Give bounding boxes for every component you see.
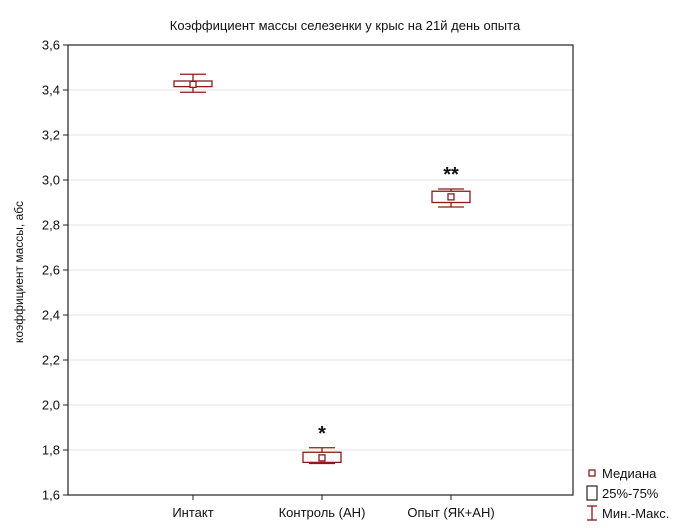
median-marker bbox=[318, 454, 326, 462]
y-tick-label: 1,6 bbox=[42, 488, 60, 503]
significance-marker: * bbox=[318, 423, 326, 445]
legend-median-symbol bbox=[588, 469, 596, 477]
legend-item: Медиана bbox=[588, 466, 657, 481]
x-category-label: Интакт bbox=[172, 505, 213, 520]
y-axis-ticks: 1,6 1,8 2,0 2,2 2,4 2,6 2,8 3,0 3,2 3,4 3,6 bbox=[42, 38, 68, 503]
x-axis-categories: Интакт Контроль (АН) Опыт (ЯК+АН) bbox=[172, 495, 495, 520]
median-marker bbox=[447, 193, 455, 201]
legend-item: 25%-75% bbox=[586, 485, 659, 501]
y-tick-label: 2,2 bbox=[42, 353, 60, 368]
x-category-label: Контроль (АН) bbox=[279, 505, 366, 520]
box-group: * bbox=[302, 423, 342, 465]
legend-item: Мин.-Макс. bbox=[587, 505, 669, 521]
legend-label: Мин.-Макс. bbox=[602, 506, 669, 521]
y-tick-label: 3,0 bbox=[42, 173, 60, 188]
y-tick-label: 3,6 bbox=[42, 38, 60, 53]
legend-box-symbol bbox=[586, 485, 598, 501]
y-tick-label: 2,6 bbox=[42, 263, 60, 278]
significance-marker: ** bbox=[443, 164, 459, 186]
x-category-label: Опыт (ЯК+АН) bbox=[407, 505, 494, 520]
box-group bbox=[173, 73, 213, 93]
plot-frame bbox=[67, 44, 574, 496]
legend: Медиана 25%-75% Мин.-Макс. bbox=[586, 466, 669, 521]
y-tick-label: 3,2 bbox=[42, 128, 60, 143]
chart-title: Коэффициент массы селезенки у крыс на 21… bbox=[170, 18, 521, 33]
box-group: ** bbox=[431, 164, 471, 208]
y-tick-label: 3,4 bbox=[42, 83, 60, 98]
median-marker bbox=[189, 80, 197, 89]
y-tick-label: 2,4 bbox=[42, 308, 60, 323]
grid-lines bbox=[68, 89, 573, 451]
y-tick-label: 2,8 bbox=[42, 218, 60, 233]
legend-label: Медиана bbox=[602, 466, 657, 481]
y-axis-label: коэффициент массы, абс bbox=[12, 201, 26, 343]
y-tick-label: 2,0 bbox=[42, 398, 60, 413]
y-tick-label: 1,8 bbox=[42, 443, 60, 458]
box-plot-groups: *** bbox=[173, 73, 471, 465]
legend-label: 25%-75% bbox=[602, 486, 659, 501]
